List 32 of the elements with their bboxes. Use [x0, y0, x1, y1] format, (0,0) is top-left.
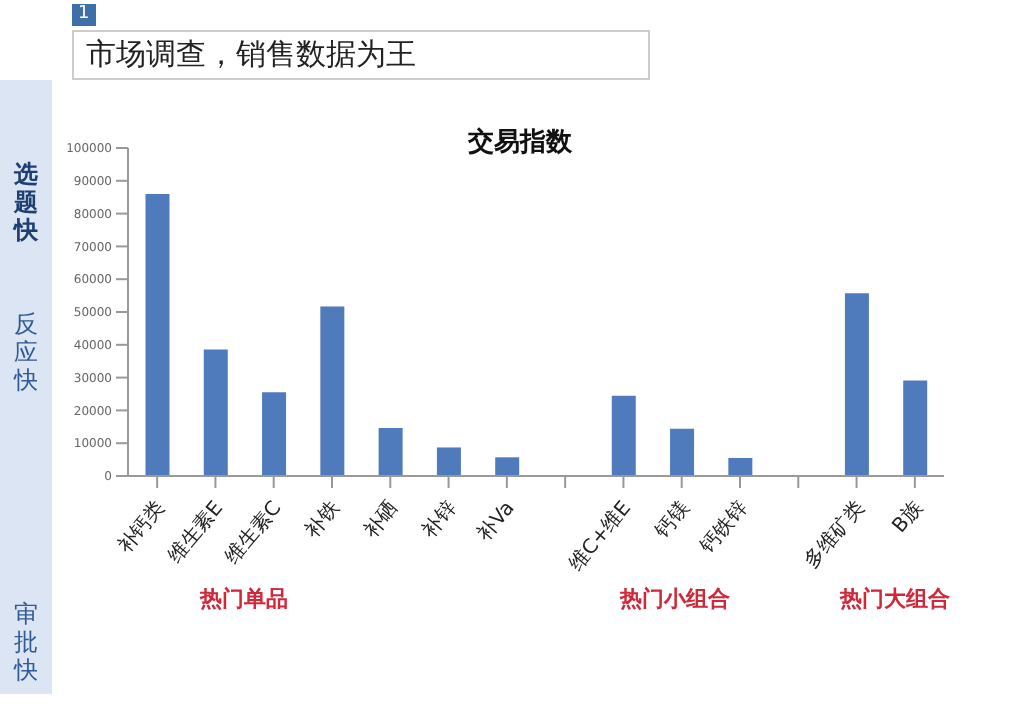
text: 选题快	[11, 160, 40, 244]
bar	[670, 428, 695, 476]
bar	[495, 457, 520, 476]
bar	[145, 193, 170, 476]
x-tick-label: 维C+维E	[564, 496, 637, 576]
x-tick-label: 多维矿类	[799, 496, 870, 574]
bar	[203, 349, 228, 476]
bar	[378, 428, 403, 476]
text: 热门单品	[200, 584, 288, 614]
text: 1	[72, 4, 96, 26]
bar	[844, 293, 869, 476]
text: 审批快	[11, 600, 40, 684]
x-tick-label: B族	[887, 496, 928, 538]
chart-subtitle: 市场调查，销售数据为王	[72, 30, 650, 80]
x-tick-label: 补Va	[472, 496, 520, 546]
x-tick-label: 补钙类	[112, 496, 170, 558]
text: 反应快	[11, 310, 40, 394]
chart-title: 交易指数	[466, 125, 574, 160]
x-tick-label: 补硒	[358, 496, 403, 543]
text: 热门小组合	[620, 584, 730, 614]
x-tick-label: 钙镁	[648, 496, 695, 545]
x-tick-label: 补锌	[417, 496, 462, 543]
x-tick-label: 补铁	[300, 496, 345, 543]
bar	[436, 447, 461, 476]
x-tick-label: 钙铁锌	[694, 496, 753, 560]
bar	[611, 395, 636, 476]
bar	[728, 457, 753, 476]
bar	[903, 380, 928, 476]
bar	[262, 392, 287, 476]
bar	[320, 306, 345, 476]
x-tick-label: 维生素C	[220, 496, 287, 569]
text: 热门大组合	[840, 584, 950, 614]
